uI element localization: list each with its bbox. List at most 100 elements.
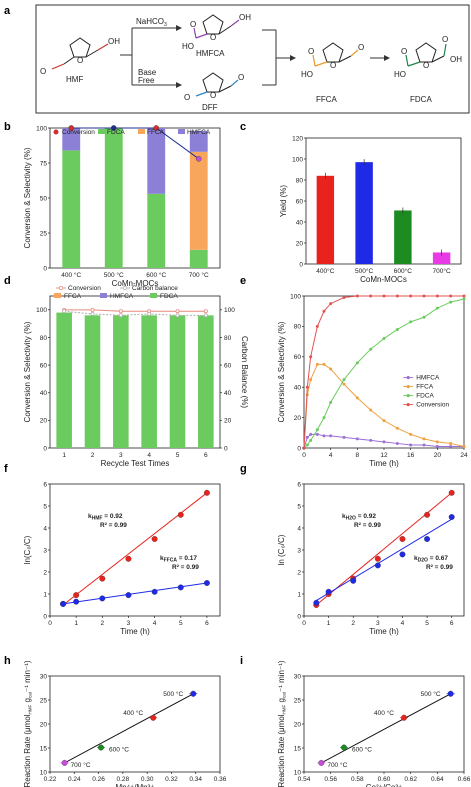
y-axis-label-part: ⁻¹ min⁻¹)	[277, 660, 286, 692]
data-point-1	[325, 588, 332, 595]
x-tick-label: 0.66	[458, 776, 471, 783]
bar-0	[316, 175, 335, 264]
x-tick-label: 0.30	[141, 776, 154, 783]
data-point-1	[60, 600, 67, 607]
series-point-fdca	[382, 337, 386, 341]
series-point-ffca	[395, 426, 399, 430]
series-point-conversion	[462, 294, 466, 298]
conversion-point	[153, 125, 160, 131]
reaction-scheme: a O O OH HMF NaHCO3 Base Free O H	[4, 4, 470, 114]
fdca-carbonyl-o-left: O	[401, 47, 407, 56]
series-point-conversion	[382, 294, 386, 298]
x-axis-label: Time (h)	[369, 459, 399, 468]
x-tick-label: 12	[380, 452, 388, 459]
x-axis-label: Co²⁺/Co³⁺	[366, 783, 402, 787]
series-point-conversion	[342, 296, 346, 300]
chart-panel-c: c 0 20 40 60 80 100 120 Yield (%) CoMn-MOCs 400°C 5…	[240, 121, 462, 284]
y-tick-label: 0	[297, 613, 301, 620]
x-tick-label: 20	[434, 452, 442, 459]
y-tick-label: 0	[297, 445, 301, 452]
y-axis-label-part: g	[277, 698, 286, 705]
series-point-hmfca	[422, 443, 426, 447]
y-tick-label: 0	[43, 445, 47, 452]
data-point	[401, 714, 407, 721]
scheme-border	[35, 4, 470, 114]
ffca-aldehyde-o: O	[358, 43, 364, 52]
y-tick-label: 50	[40, 195, 48, 202]
series-point-fdca	[305, 443, 309, 447]
y-tick-label: 80	[296, 177, 304, 184]
fit-line-1	[63, 582, 207, 605]
y-tick-label: 15	[40, 745, 48, 752]
series-point-hmfca	[449, 444, 453, 448]
data-point-1	[151, 588, 158, 595]
fit-line-1	[316, 518, 452, 602]
x-tick-label: 2	[100, 620, 104, 627]
x-tick-label: 1	[62, 452, 66, 459]
label-fdca: FDCA	[410, 95, 432, 104]
rate-k-val: = 0.67	[428, 555, 448, 562]
series-point-conversion	[305, 385, 309, 389]
label-hmfca: HMFCA	[196, 49, 225, 58]
y-tick-label: 60	[40, 362, 48, 369]
x-tick-label: 6	[205, 620, 209, 627]
panel-label-c: c	[240, 121, 246, 133]
line-point	[118, 313, 123, 318]
series-point-conversion	[302, 446, 306, 450]
legend-label: Conversion	[62, 129, 95, 136]
point-label: 400 °C	[374, 709, 394, 717]
point-label: 600 °C	[109, 746, 129, 754]
y-tick-label: 80	[40, 335, 48, 342]
y-tick-label: 20	[294, 415, 302, 422]
y-tick-label: 100	[292, 156, 303, 163]
data-point	[341, 744, 347, 751]
hmfca-hydroxyl: OH	[239, 13, 251, 22]
y-tick-label: 4	[297, 525, 301, 532]
series-point-ffca	[309, 378, 313, 382]
fdca-ho: HO	[394, 70, 406, 79]
series-point-conversion	[422, 294, 426, 298]
data-point-0	[399, 536, 406, 542]
x-tick-label: 700°C	[433, 267, 451, 275]
bar-fdca-1	[84, 315, 101, 448]
fdca-oh: OH	[450, 55, 462, 64]
y-axis-label: ln (C₀/C)	[277, 534, 286, 565]
molecule-ffca: O HO O O FFCA	[301, 42, 364, 104]
rate-constant-1: kD2O = 0.67	[414, 555, 448, 564]
x-tick-label: 0.22	[44, 776, 57, 783]
point-label: 600 °C	[352, 746, 372, 754]
x-axis-label: CoMn-MOCs	[360, 275, 407, 284]
rate-k-val: = 0.17	[177, 555, 197, 562]
rate-k-sub: FFCA	[164, 558, 178, 564]
fit-line	[64, 693, 194, 764]
dff-o-right: O	[238, 73, 244, 82]
y-axis-label: Reaction Rate (μmolHMF gcat⁻¹ min⁻¹)	[277, 660, 287, 787]
x-tick-label: 5	[176, 452, 180, 459]
x-tick-label: 8	[356, 452, 360, 459]
series-point-fdca	[329, 400, 333, 404]
x-tick-label: 3	[127, 620, 131, 627]
y-tick-label: 120	[292, 135, 303, 142]
series-point-fdca	[435, 306, 439, 310]
y-tick-label: 80	[294, 324, 302, 331]
series-point-conversion	[449, 294, 453, 298]
y-axis-label: Conversion & Selectivity (%)	[23, 147, 32, 248]
svg-text:O: O	[210, 91, 216, 100]
y-axis-label-part: Reaction Rate (μmol	[23, 714, 32, 787]
y-axis-label-part: ⁻¹ min⁻¹)	[23, 660, 32, 692]
bar-fdca-3	[189, 249, 208, 268]
point-label: 700 °C	[327, 761, 347, 769]
r-squared-1: R² = 0.99	[426, 564, 453, 571]
series-point-hmfca	[369, 438, 373, 442]
data-point-0	[151, 536, 158, 542]
x-tick-label: 0.58	[351, 776, 364, 783]
legend-label: FFCA	[64, 293, 82, 300]
legend-label: FDCA	[160, 293, 178, 300]
y-axis-label: Conversion & Selectivity (%)	[23, 321, 32, 422]
bar-fdca-0	[56, 312, 72, 448]
data-point-0	[448, 489, 455, 496]
chart-panel-i: i 10 15 20 25 30 Reaction Rate (μmolHMF gcat⁻¹…	[240, 655, 471, 787]
nahco3-label: NaHCO3	[136, 17, 167, 28]
series-point-hmfca	[309, 432, 313, 436]
